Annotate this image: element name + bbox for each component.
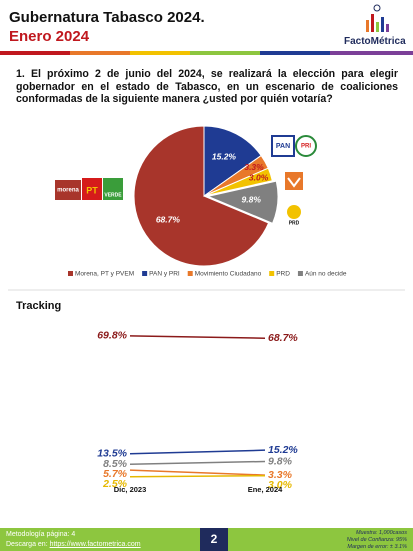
legend-swatch (68, 271, 73, 276)
logo-text: PRI (301, 144, 311, 150)
pie-label: 15.2% (212, 152, 237, 162)
legend-label: Movimiento Ciudadano (195, 271, 262, 278)
legend-label: PAN y PRI (149, 271, 180, 278)
logo-prd (287, 205, 301, 219)
logo-text: VERDE (104, 192, 122, 198)
sample: Muestra: 1,000casos (355, 530, 407, 536)
footer: Metodología página: 4 Descarga en: https… (0, 528, 413, 551)
logo-text: PRD (289, 220, 300, 226)
value-label: 68.7% (268, 332, 298, 344)
value-label: 15.2% (268, 444, 298, 456)
logo-mc (285, 172, 303, 190)
logo-verde (103, 178, 123, 200)
header-stripe (0, 51, 413, 55)
logo-pri (295, 135, 317, 157)
logo-pt (82, 178, 102, 200)
series-line (129, 335, 266, 339)
pie-slice (133, 125, 270, 267)
logo-text: PT (86, 185, 98, 195)
margin: Margen de error: ± 3.1% (347, 544, 407, 550)
value-label: 8.5% (103, 458, 128, 470)
value-label: 13.5% (97, 448, 127, 460)
question: 1. El próximo 2 de junio del 2024, se re… (16, 68, 398, 105)
download-link[interactable]: https://www.factometrica.com (49, 541, 141, 548)
page-number: 2 (200, 528, 228, 551)
value-label: 69.8% (97, 330, 127, 342)
legend-label: PRD (276, 271, 290, 278)
legend-label: Aún no decide (305, 271, 347, 278)
pie-label: 3.3% (244, 162, 264, 172)
tracking-title: Tracking (16, 300, 62, 312)
logo-text: PAN (276, 143, 290, 150)
value-label: 3.3% (268, 469, 293, 481)
series-line (129, 474, 266, 478)
pie-slice (203, 125, 262, 197)
pie-label: 3.0% (249, 173, 269, 183)
legend-label: Morena, PT y PVEM (75, 271, 134, 278)
value-label: 3.0% (268, 479, 293, 491)
logo-morena (55, 180, 81, 200)
legend-swatch (187, 271, 193, 276)
series-line (129, 460, 266, 465)
download: Descarga en: https://www.factometrica.co… (6, 541, 141, 548)
pie-slice (203, 167, 273, 197)
party-logos: morena PT VERDE PAN PRI PRD (55, 135, 317, 226)
subtitle: Enero 2024 (9, 28, 90, 45)
value-label: 9.8% (268, 455, 293, 467)
pie-label: 9.8% (242, 194, 262, 204)
pie-slice (206, 180, 279, 224)
legend-swatch (269, 271, 275, 276)
series-line (129, 449, 266, 455)
value-label: 5.7% (103, 468, 128, 480)
value-label: 2.5% (102, 478, 128, 490)
legend-swatch (142, 271, 148, 276)
series-line (129, 469, 266, 476)
confidence: Nivel de Confianza: 95% (346, 537, 407, 543)
methodology: Metodología página: 4 (6, 531, 76, 538)
brand: FactoMétrica (344, 36, 406, 47)
legend-swatch (297, 271, 303, 276)
download-label: Descarga en: (6, 541, 48, 548)
x-tick-label: Dic, 2023 (114, 485, 147, 494)
logo-text: morena (57, 188, 79, 194)
logo-pan (271, 135, 295, 157)
title: Gubernatura Tabasco 2024. (9, 9, 205, 26)
brand-icon (366, 4, 389, 32)
pie-label: 68.7% (156, 214, 181, 224)
x-tick-label: Ene, 2024 (248, 485, 283, 494)
